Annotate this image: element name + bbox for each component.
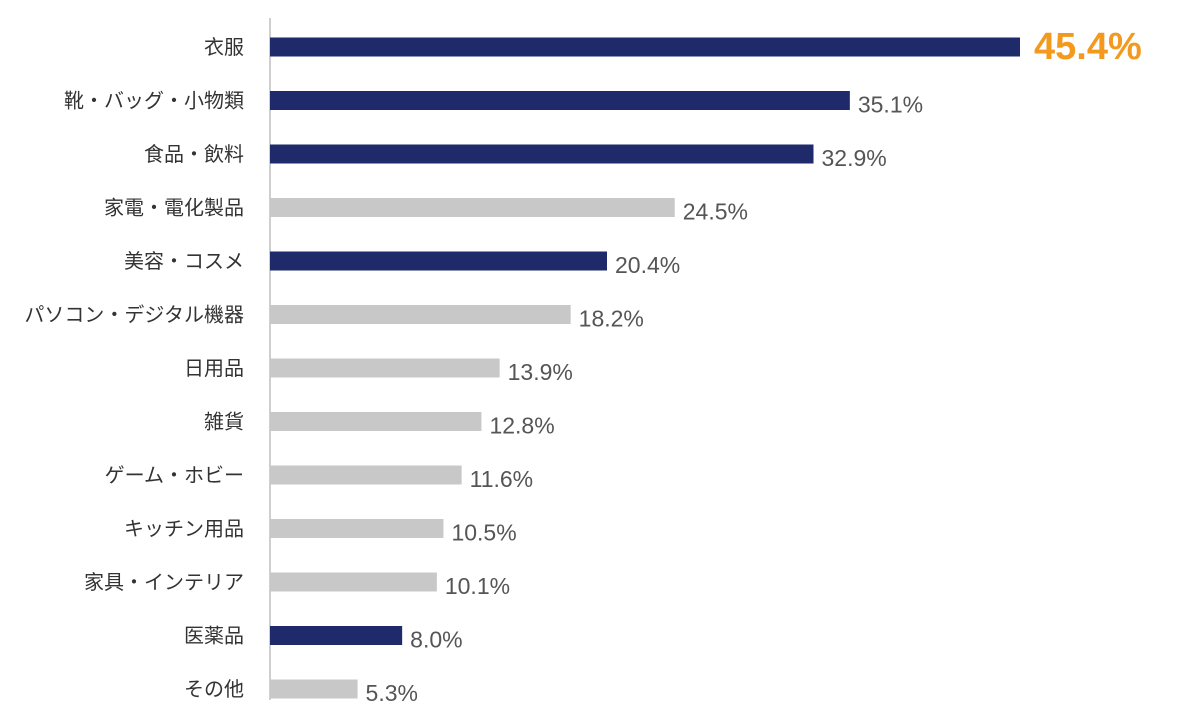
bar bbox=[270, 626, 403, 645]
category-label: キッチン用品 bbox=[124, 517, 244, 541]
value-label: 10.5% bbox=[451, 520, 516, 546]
bar bbox=[270, 465, 462, 485]
value-label: 5.3% bbox=[366, 680, 418, 706]
value-label: 45.4% bbox=[1034, 26, 1142, 68]
category-label: 医薬品 bbox=[184, 624, 244, 648]
bar bbox=[270, 91, 850, 110]
category-label: 日用品 bbox=[184, 356, 244, 380]
value-label: 10.1% bbox=[445, 573, 510, 599]
value-label: 18.2% bbox=[579, 306, 644, 332]
bar bbox=[270, 305, 571, 324]
category-label: 雑貨 bbox=[204, 410, 244, 434]
category-label: ゲーム・ホビー bbox=[105, 463, 244, 487]
value-label: 35.1% bbox=[858, 92, 923, 118]
value-label: 11.6% bbox=[470, 466, 534, 492]
bar bbox=[270, 37, 1020, 57]
value-label: 20.4% bbox=[615, 252, 680, 278]
category-label: 食品・飲料 bbox=[144, 142, 244, 166]
bar bbox=[270, 572, 437, 592]
value-label: 8.0% bbox=[410, 627, 462, 653]
category-label: 衣服 bbox=[204, 35, 244, 59]
value-label: 13.9% bbox=[508, 359, 573, 385]
bar bbox=[270, 251, 608, 271]
category-label: 家具・インテリア bbox=[84, 570, 244, 594]
value-label: 12.8% bbox=[489, 413, 554, 439]
bar bbox=[270, 519, 444, 538]
bar bbox=[270, 679, 358, 699]
category-label: その他 bbox=[184, 677, 244, 701]
bar bbox=[270, 198, 675, 217]
category-label: パソコン・デジタル機器 bbox=[24, 303, 244, 327]
category-label: 美容・コスメ bbox=[124, 249, 244, 273]
bar bbox=[270, 144, 814, 164]
value-label: 24.5% bbox=[683, 199, 748, 225]
bar bbox=[270, 358, 500, 378]
bar bbox=[270, 412, 482, 431]
category-label: 家電・電化製品 bbox=[104, 196, 244, 220]
value-label: 32.9% bbox=[822, 145, 887, 171]
category-label: 靴・バッグ・小物類 bbox=[64, 89, 244, 113]
